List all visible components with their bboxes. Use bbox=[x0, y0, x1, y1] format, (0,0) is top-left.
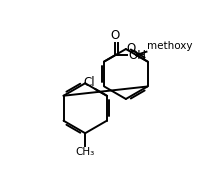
Text: Cl: Cl bbox=[83, 76, 95, 89]
Text: methoxy: methoxy bbox=[147, 41, 192, 51]
Text: CH₃: CH₃ bbox=[75, 147, 95, 157]
Text: O: O bbox=[111, 29, 120, 42]
Text: O: O bbox=[127, 42, 136, 55]
Text: OH: OH bbox=[128, 48, 146, 62]
